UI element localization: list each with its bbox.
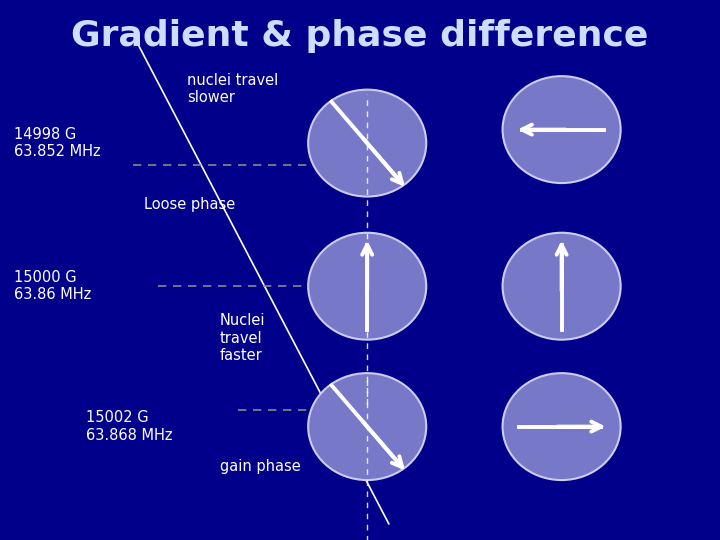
Text: nuclei travel
slower: nuclei travel slower	[187, 73, 279, 105]
Text: Loose phase: Loose phase	[144, 197, 235, 212]
Text: 15002 G
63.868 MHz: 15002 G 63.868 MHz	[86, 410, 173, 443]
Text: 14998 G
63.852 MHz: 14998 G 63.852 MHz	[14, 127, 101, 159]
Text: 15000 G
63.86 MHz: 15000 G 63.86 MHz	[14, 270, 91, 302]
Ellipse shape	[308, 90, 426, 197]
Ellipse shape	[503, 373, 621, 480]
Text: Gradient & phase difference: Gradient & phase difference	[71, 19, 649, 53]
Ellipse shape	[308, 233, 426, 340]
Ellipse shape	[503, 233, 621, 340]
Ellipse shape	[308, 373, 426, 480]
Text: Nuclei
travel
faster: Nuclei travel faster	[220, 313, 265, 363]
Text: gain phase: gain phase	[220, 459, 300, 474]
Ellipse shape	[503, 76, 621, 183]
